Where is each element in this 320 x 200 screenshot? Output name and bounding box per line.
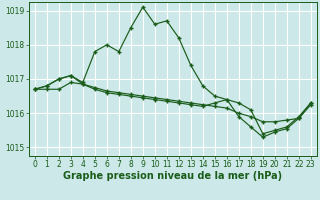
- X-axis label: Graphe pression niveau de la mer (hPa): Graphe pression niveau de la mer (hPa): [63, 171, 282, 181]
